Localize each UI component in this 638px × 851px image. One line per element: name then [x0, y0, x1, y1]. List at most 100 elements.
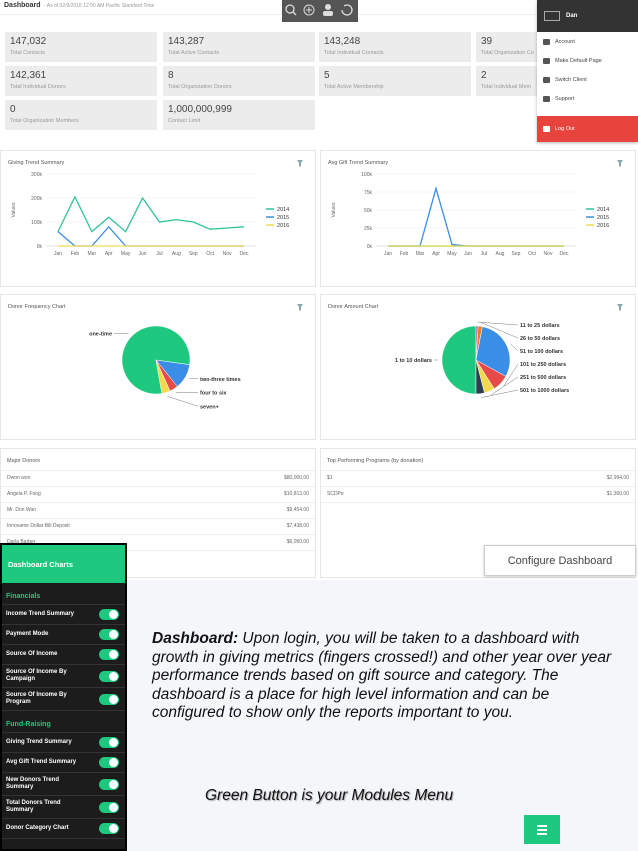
toggle[interactable] — [99, 778, 119, 790]
filter-icon — [297, 160, 303, 167]
stat-card: 8 Total Organization Donors — [163, 66, 315, 96]
x-tick-label: Feb — [400, 251, 409, 257]
stat-value: 5 — [324, 70, 330, 81]
x-tick-label: Jun — [464, 251, 472, 257]
x-tick-label: Nov — [544, 251, 553, 257]
filter-icon — [617, 160, 623, 167]
table-cell: Angela P. Fong — [7, 491, 41, 497]
chart: Giving Trend Summary Values 0k 100k 200k 300k… — [8, 160, 303, 257]
stat-label: Total Organization Co — [481, 50, 534, 56]
modules-menu-button[interactable] — [524, 815, 560, 844]
toggle[interactable] — [99, 670, 119, 682]
stat-value: 0 — [10, 104, 16, 115]
stat-label: Total Contacts — [10, 50, 45, 56]
toggle[interactable] — [99, 693, 119, 705]
page-title: Dashboard — [4, 2, 41, 9]
sidebar-section: Financials — [2, 583, 125, 605]
sidebar-item-label: New Donors Trend Summary — [6, 776, 60, 791]
x-tick-label: Sep — [512, 251, 521, 257]
menu-icon — [543, 95, 550, 102]
toggle[interactable] — [99, 649, 119, 660]
pie-slice — [155, 359, 171, 394]
user-menu: Dan Account Make Default Page Switch Clien… — [537, 0, 638, 142]
toggle[interactable] — [99, 629, 119, 640]
menu-item[interactable]: Account — [537, 32, 638, 51]
x-tick-label: Oct — [206, 251, 214, 257]
x-tick-label: Nov — [223, 251, 232, 257]
menu-label[interactable]: Make Default Page — [555, 57, 602, 64]
sidebar-item-label: Donor Category Chart — [6, 824, 69, 831]
logout[interactable]: Log Out — [537, 116, 638, 142]
y-tick-label: 200k — [31, 196, 42, 202]
y-tick-label: 0k — [37, 244, 43, 250]
sidebar-section: Fund-Raising — [2, 711, 125, 733]
series-line — [57, 225, 244, 247]
sidebar-item: Giving Trend Summary — [2, 733, 125, 753]
stat-label: Total Individual Donors — [10, 84, 66, 90]
logout-icon — [543, 126, 550, 132]
sidebar-item-label: Avg Gift Trend Summary — [6, 758, 77, 765]
stat-card: 5 Total Active Membership — [319, 66, 471, 96]
toolbar-icons — [285, 4, 353, 16]
pie-label: 1 to 10 dollars — [395, 358, 432, 364]
menu-label[interactable]: Account — [555, 38, 575, 45]
pie-label: one-time — [89, 332, 112, 338]
logout-label[interactable]: Log Out — [555, 126, 575, 132]
sidebar-item-label: Source Of Income — [6, 650, 58, 657]
toggle[interactable] — [99, 737, 119, 748]
sidebar: Dashboard Charts Financials Income Trend … — [0, 543, 127, 851]
menu-label[interactable]: Support — [555, 95, 575, 102]
menu-icon — [543, 38, 550, 45]
menu-label[interactable]: Switch Client — [555, 76, 587, 83]
x-tick-label: May — [447, 251, 457, 257]
chart-panel: Giving Trend Summary Values 0k 100k 200k 300k… — [0, 150, 316, 287]
toolbar — [282, 0, 358, 22]
x-tick-label: Mar — [416, 251, 425, 257]
x-tick-label: Apr — [105, 251, 113, 257]
toggle[interactable] — [99, 823, 119, 834]
menu-item[interactable]: Make Default Page — [537, 51, 638, 70]
chart-panel: Donor Amount Chart 1 to 10 dollars 11 to 2… — [320, 294, 636, 440]
x-tick-label: Aug — [496, 251, 505, 257]
menu-item[interactable]: Support — [537, 89, 638, 108]
stat-label: Total Organization Donors — [168, 84, 232, 90]
toggle[interactable] — [99, 757, 119, 768]
description: Dashboard: Upon login, you will be taken… — [152, 630, 622, 723]
chart: Donor Amount Chart 1 to 10 dollars 11 to 2… — [328, 304, 623, 398]
y-tick-label: 25k — [364, 226, 373, 232]
x-tick-label: Oct — [528, 251, 536, 257]
x-tick-label: Dec — [240, 251, 249, 257]
series-line — [388, 185, 564, 247]
stat-label: Total Active Contacts — [168, 50, 220, 56]
configure-button[interactable]: Configure Dashboard — [484, 545, 636, 576]
sidebar-item: Total Donors Trend Summary — [2, 796, 125, 819]
sidebar-item: Payment Mode — [2, 625, 125, 645]
pie-label: 501 to 1000 dollars — [520, 388, 569, 394]
chart-panel: Avg Gift Trend Summary Values 0k 25k 50k 75k 1… — [320, 150, 636, 287]
pie-label: 101 to 250 dollars — [520, 362, 566, 368]
toggle[interactable] — [99, 609, 119, 620]
y-tick-label: 0k — [367, 244, 373, 250]
legend-label: 2014 — [277, 207, 289, 213]
table-cell: Dwon won — [7, 475, 31, 481]
chart-title: Donor Frequency Chart — [8, 304, 66, 310]
sidebar-item: Source Of Income By Program — [2, 688, 125, 711]
y-tick-label: 100k — [31, 220, 42, 226]
user-name[interactable]: Dan — [566, 13, 578, 19]
toggle[interactable] — [99, 801, 119, 813]
table-row: Darla Barber $6,050.00 — [1, 535, 315, 551]
sidebar-item: Source Of Income By Campaign — [2, 665, 125, 688]
pie-leader — [503, 363, 519, 387]
stat-value: 142,361 — [10, 70, 47, 81]
table-cell: Darla Barber — [7, 539, 36, 545]
pie-slice — [441, 325, 477, 395]
stat-card: 143,248 Total Individual Contacts — [319, 32, 471, 62]
legend-label: 2015 — [277, 215, 289, 221]
sidebar-item-label: Source Of Income By Program — [6, 691, 67, 706]
y-tick-label: 300k — [31, 172, 42, 178]
stat-card: 143,287 Total Active Contacts — [163, 32, 315, 62]
stat-card: 147,032 Total Contacts — [5, 32, 157, 62]
table-cell: $2,994.00 — [606, 475, 629, 481]
menu-item[interactable]: Switch Client — [537, 70, 638, 89]
